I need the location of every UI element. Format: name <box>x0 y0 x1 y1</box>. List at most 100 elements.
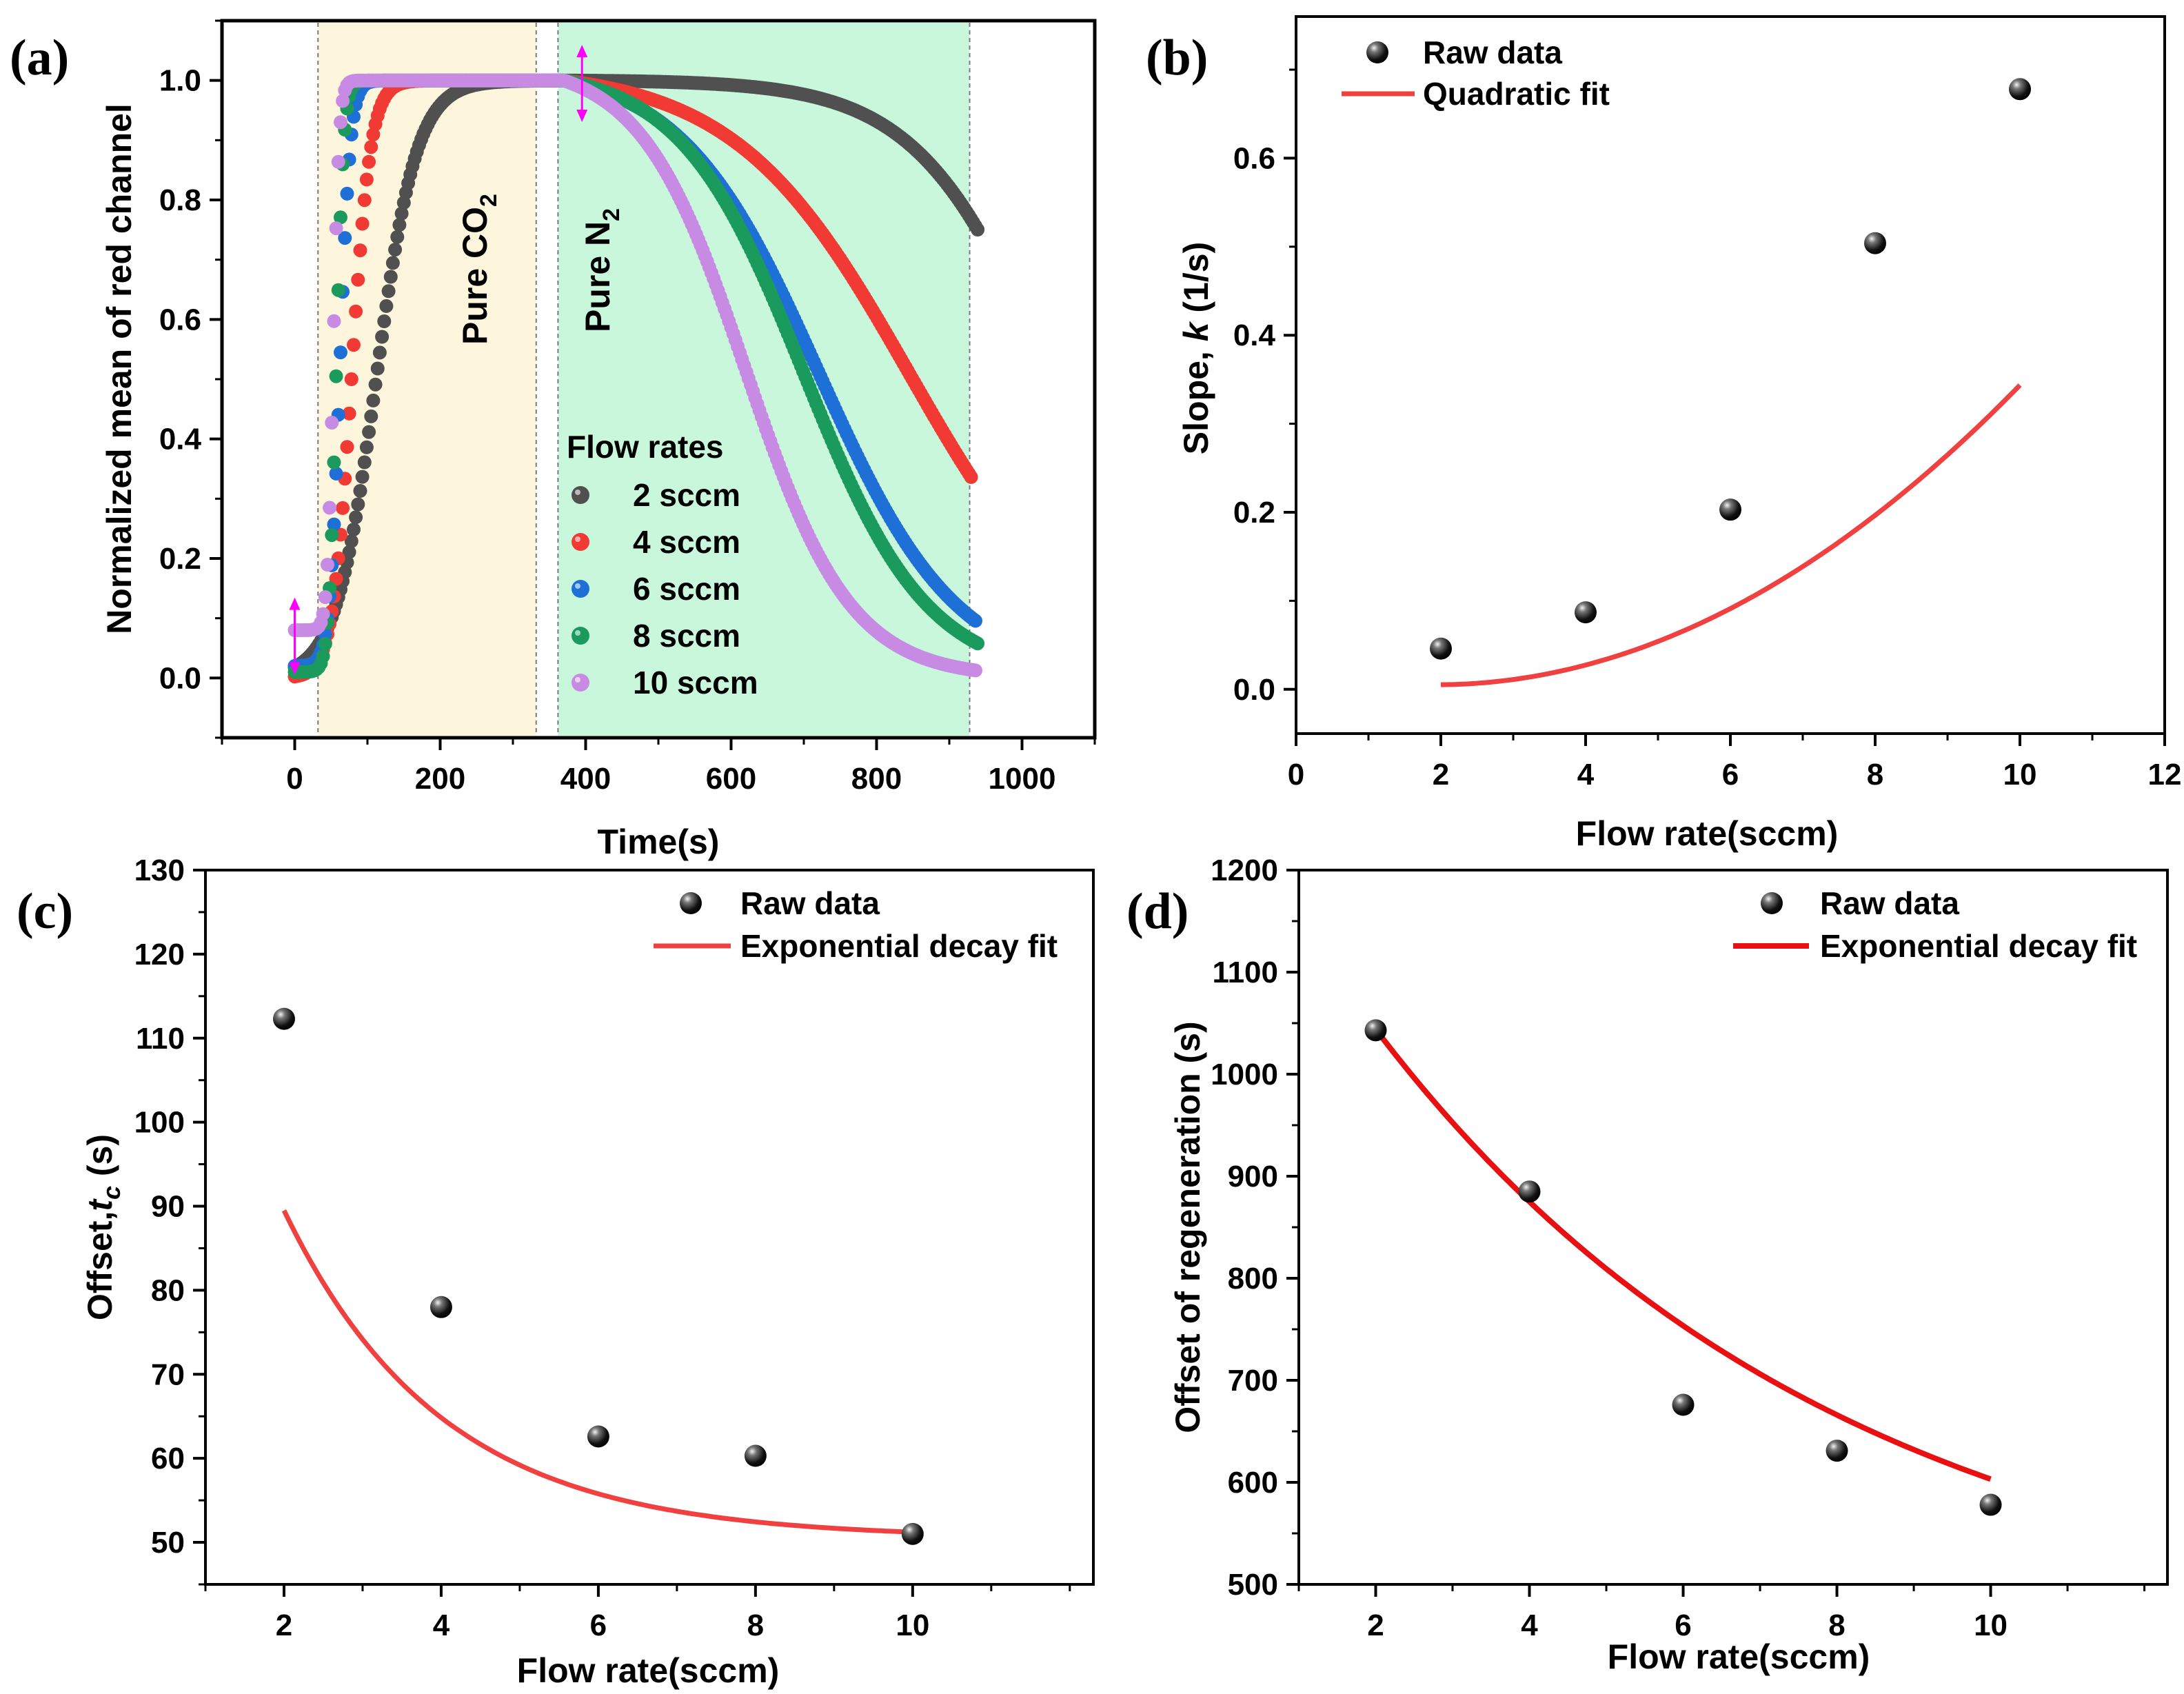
ticks: 2 4 6 8 10 500 600 700 800 900 1000 1100 1200 <box>1211 854 2146 1642</box>
data-point <box>1979 1493 2002 1516</box>
data-point <box>338 231 352 245</box>
data-point <box>334 345 347 360</box>
data-point <box>375 330 390 344</box>
plot-frame <box>1295 15 2166 735</box>
x-tick-label: 2 <box>276 1609 292 1642</box>
y-tick-label: 0.0 <box>1233 673 1275 707</box>
legend-raw-data-label: Raw data <box>1820 885 1959 921</box>
data-point <box>362 425 376 439</box>
data-point <box>334 115 347 130</box>
x-tick-label: 8 <box>747 1609 764 1642</box>
data-point <box>353 243 367 258</box>
panel-label: (a) <box>10 30 69 86</box>
y-tick-label: 1200 <box>1211 854 1278 887</box>
y-tick-label: 80 <box>151 1273 185 1307</box>
data-point <box>388 243 403 257</box>
quadratic-fit-curve <box>1440 383 2022 687</box>
data-point <box>390 230 405 244</box>
y-tick-label: 1000 <box>1211 1058 1278 1091</box>
legend-marker <box>572 674 589 692</box>
data-point <box>351 497 365 512</box>
legend-raw-data-marker <box>1761 892 1783 914</box>
legend-raw-data-marker <box>680 892 702 914</box>
data-point <box>362 154 376 169</box>
x-tick-label: 2 <box>1433 758 1449 791</box>
y-tick-label: 0.6 <box>1233 141 1275 175</box>
data-point <box>272 1007 295 1030</box>
data-point <box>971 223 985 236</box>
x-tick-label: 4 <box>1577 758 1595 791</box>
legend-marker <box>572 533 589 551</box>
plot-frame <box>204 869 1095 1586</box>
data-point <box>318 590 332 605</box>
data-point <box>964 470 978 484</box>
y-axis-label: Offset,tc (s) <box>81 1134 125 1320</box>
x-tick-label: 12 <box>2148 758 2182 791</box>
y-tick-label: 700 <box>1228 1364 1278 1398</box>
x-tick-label: 10 <box>1974 1609 2008 1642</box>
data-point <box>364 140 378 154</box>
data-point <box>971 636 985 651</box>
x-tick-label: 0 <box>1288 758 1304 791</box>
y-tick-label: 500 <box>1228 1568 1278 1602</box>
data-point <box>366 128 381 142</box>
data-point <box>336 501 350 515</box>
data-point <box>969 614 982 628</box>
data-point <box>349 304 363 319</box>
data-point <box>1864 232 1886 254</box>
legend-fit-label: Exponential decay fit <box>740 928 1058 964</box>
legend-raw-data-marker <box>1366 41 1388 63</box>
data-point <box>316 607 330 621</box>
legend-marker <box>572 580 589 598</box>
x-tick-label: 6 <box>1722 758 1739 791</box>
data-point <box>340 186 354 201</box>
data-point <box>329 466 343 481</box>
x-tick-label: 10 <box>896 1609 929 1642</box>
raw-data-points <box>272 1007 924 1545</box>
data-point <box>351 272 365 287</box>
x-tick-label: 2 <box>1367 1609 1384 1642</box>
switch-arrow-head <box>576 45 588 57</box>
legend-fit-label: Exponential decay fit <box>1820 928 2137 964</box>
data-point <box>1364 1019 1387 1042</box>
x-tick-label: 6 <box>1675 1609 1691 1642</box>
data-point <box>385 256 400 270</box>
y-axis-label: Slope, k (1/s) <box>1177 242 1215 454</box>
y-tick-label: 800 <box>1228 1262 1278 1295</box>
data-point <box>2009 78 2031 101</box>
legend-marker-highlight <box>575 630 580 636</box>
legend-fit-label: Quadratic fit <box>1423 76 1610 112</box>
data-point <box>359 440 374 454</box>
y-tick-label: 0.4 <box>159 423 202 456</box>
data-point <box>325 416 339 430</box>
panel-b: 0 2 4 6 8 10 12 0.0 0.2 0.4 0.6 (b) Raw data Quadr… <box>1146 15 2182 853</box>
y-tick-label: 0.2 <box>159 542 201 576</box>
data-point <box>744 1444 767 1467</box>
legend-label: 10 sccm <box>633 665 758 700</box>
data-point <box>321 558 334 572</box>
data-point <box>383 270 398 284</box>
data-point <box>368 377 383 392</box>
data-point <box>1430 637 1452 660</box>
y-tick-label: 600 <box>1228 1466 1278 1500</box>
raw-data-points <box>1364 1019 2002 1516</box>
y-tick-label: 120 <box>134 938 185 971</box>
switch-arrow-head <box>289 597 301 610</box>
data-point <box>1518 1180 1541 1203</box>
legend-marker-highlight <box>575 490 580 495</box>
x-tick-label: 4 <box>433 1609 450 1642</box>
data-point <box>340 440 354 454</box>
x-tick-label: 1000 <box>989 762 1056 796</box>
legend-label: 2 sccm <box>633 477 740 513</box>
ticks: 0 200 400 600 800 1000 0.0 0.2 0.4 0.6 0.8 1.0 <box>159 19 1096 796</box>
data-point <box>327 517 341 532</box>
data-point <box>364 409 378 423</box>
ticks: 0 2 4 6 8 10 12 0.0 0.2 0.4 0.6 <box>1233 68 2182 791</box>
y-tick-label: 1100 <box>1213 956 1278 989</box>
legend-label: 4 sccm <box>633 524 740 560</box>
ticks: 2 4 6 8 10 50 60 70 80 90 100 110 120 130 <box>134 854 1071 1642</box>
data-point <box>1672 1393 1695 1416</box>
data-point <box>355 216 370 231</box>
